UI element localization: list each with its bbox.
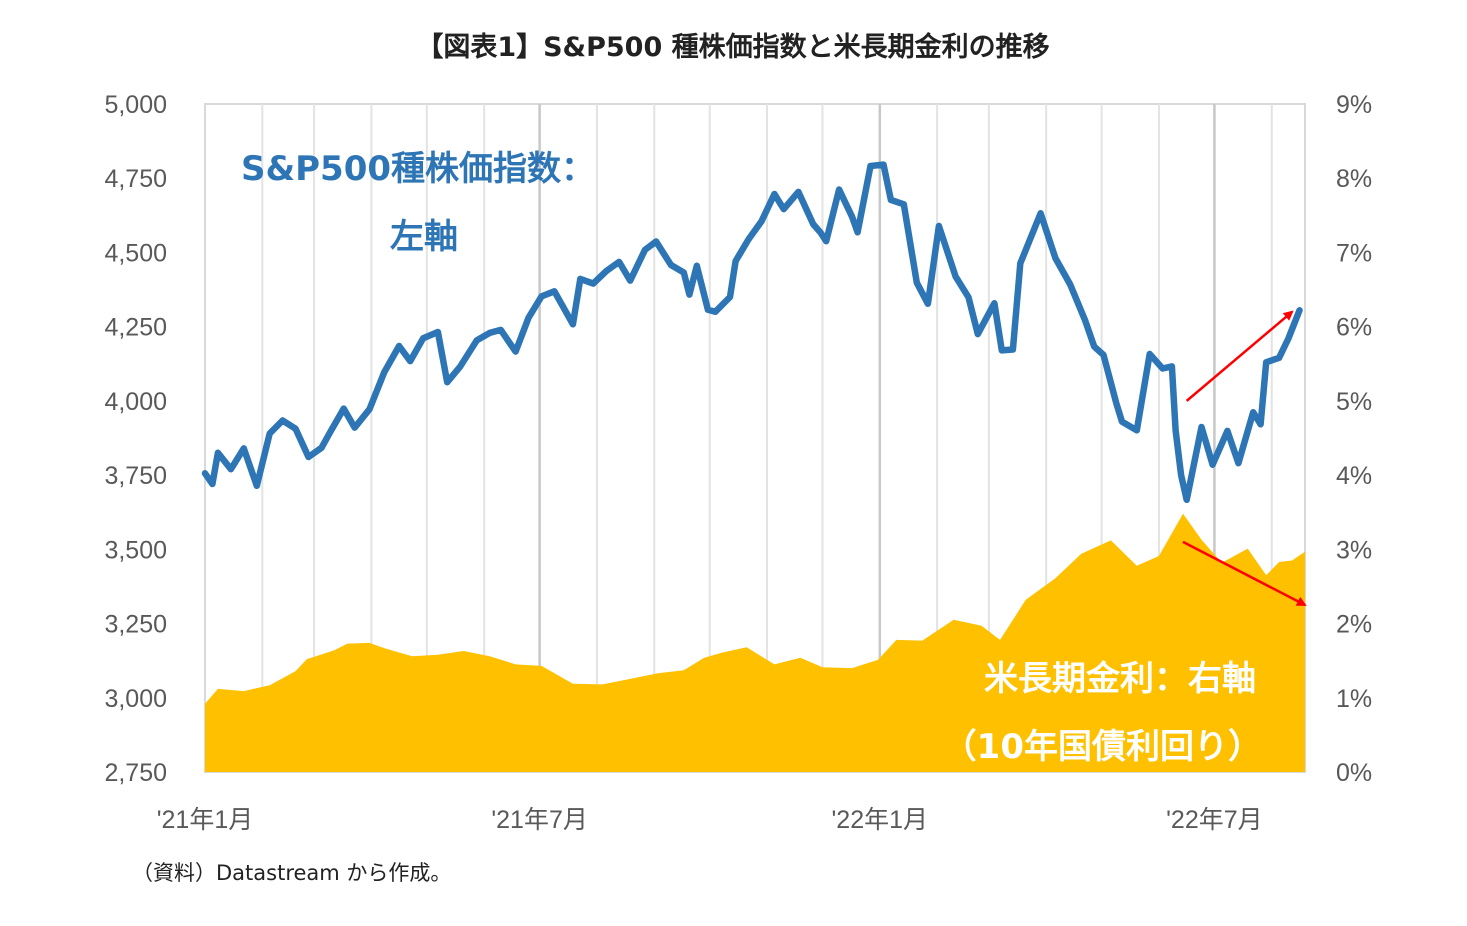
- annotation-yield: 米長期金利：右軸: [984, 659, 1256, 699]
- y-right-tick-label: 2%: [1336, 611, 1372, 639]
- y-left-tick-label: 3,750: [104, 462, 167, 490]
- y-left-tick-label: 4,000: [104, 388, 167, 416]
- y-left-tick-label: 4,750: [104, 165, 167, 193]
- source-note: （資料）Datastream から作成。: [132, 861, 451, 885]
- sp500-line: [201, 161, 1303, 504]
- yield-area-layer: [205, 513, 1305, 772]
- y-right-tick-label: 7%: [1336, 239, 1372, 267]
- arrow-up: [1185, 310, 1294, 402]
- annotation-sp500: S&P500種株価指数：: [241, 149, 595, 189]
- annotation-yield-sub: （10年国債利回り）: [943, 727, 1262, 767]
- y-right-tick-label: 1%: [1336, 685, 1372, 713]
- yield-area: [205, 513, 1305, 772]
- arrows-layer: [1182, 310, 1307, 607]
- x-tick-label: '22年1月: [832, 806, 929, 834]
- x-tick-label: '21年7月: [491, 806, 588, 834]
- y-axis-right: 0% 1% 2% 3% 4% 5% 6% 7% 8% 9%: [1336, 91, 1372, 787]
- x-tick-label: '21年1月: [157, 806, 254, 834]
- x-axis: '21年1月 '21年7月 '22年1月 '22年7月: [157, 806, 1263, 834]
- y-left-tick-label: 5,000: [104, 91, 167, 119]
- arrow-down: [1182, 540, 1307, 607]
- y-right-tick-label: 6%: [1336, 314, 1372, 342]
- y-right-tick-label: 9%: [1336, 91, 1372, 119]
- y-right-tick-label: 3%: [1336, 536, 1372, 564]
- y-left-tick-label: 4,500: [104, 239, 167, 267]
- y-right-tick-label: 4%: [1336, 462, 1372, 490]
- y-right-tick-label: 5%: [1336, 388, 1372, 416]
- y-axis-left: 2,750 3,000 3,250 3,500 3,750 4,000 4,250 4,500…: [104, 91, 167, 787]
- sp500-line-layer: [201, 161, 1303, 504]
- y-left-tick-label: 3,500: [104, 536, 167, 564]
- y-left-tick-label: 4,250: [104, 314, 167, 342]
- chart-title: 【図表1】S&P500 種株価指数と米長期金利の推移: [416, 31, 1049, 63]
- x-tick-label: '22年7月: [1166, 806, 1263, 834]
- annotation-left-axis: 左軸: [390, 217, 458, 257]
- y-right-tick-label: 8%: [1336, 165, 1372, 193]
- y-left-tick-label: 2,750: [104, 759, 167, 787]
- y-right-tick-label: 0%: [1336, 759, 1372, 787]
- y-left-tick-label: 3,250: [104, 611, 167, 639]
- y-left-tick-label: 3,000: [104, 685, 167, 713]
